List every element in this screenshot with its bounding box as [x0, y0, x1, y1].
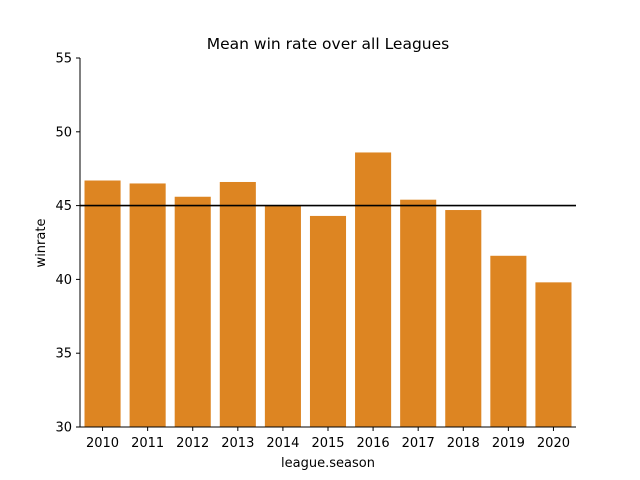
x-tick-label: 2015: [311, 436, 344, 451]
x-tick-label: 2013: [221, 436, 254, 451]
y-tick-label: 35: [55, 347, 72, 362]
y-tick-label: 40: [55, 273, 72, 288]
x-tick-label: 2014: [266, 436, 299, 451]
y-axis-label: winrate: [34, 219, 49, 268]
x-tick-label: 2010: [86, 436, 119, 451]
bar-2020: [535, 282, 572, 427]
bar-2014: [264, 205, 301, 427]
bar-2018: [445, 210, 482, 427]
bar-2010: [84, 180, 121, 427]
bars-group: [84, 152, 572, 428]
bar-2011: [129, 183, 166, 427]
chart-title: Mean win rate over all Leagues: [207, 35, 450, 53]
x-axis-label: league.season: [281, 456, 375, 471]
bar-2019: [490, 255, 527, 427]
bar-2016: [355, 152, 392, 428]
x-tick-label: 2016: [357, 436, 390, 451]
x-tick-label: 2020: [537, 436, 570, 451]
y-tick-label: 55: [55, 52, 72, 67]
x-tick-label: 2011: [131, 436, 164, 451]
bar-2017: [400, 199, 437, 427]
x-tick-label: 2017: [402, 436, 435, 451]
bar-2012: [174, 196, 211, 427]
x-tick-label: 2019: [492, 436, 525, 451]
y-tick-label: 50: [55, 125, 72, 140]
x-ticks-group: 2010 2011 2012 2013 2014 2015 2016 2017 2018 2019…: [86, 427, 570, 451]
y-tick-label: 45: [55, 199, 72, 214]
x-tick-label: 2012: [176, 436, 209, 451]
y-ticks-group: 30 35 40 45 50 55: [55, 52, 80, 436]
y-tick-label: 30: [55, 421, 72, 436]
bar-2015: [309, 215, 347, 427]
x-tick-label: 2018: [447, 436, 480, 451]
bar-2013: [219, 181, 256, 427]
